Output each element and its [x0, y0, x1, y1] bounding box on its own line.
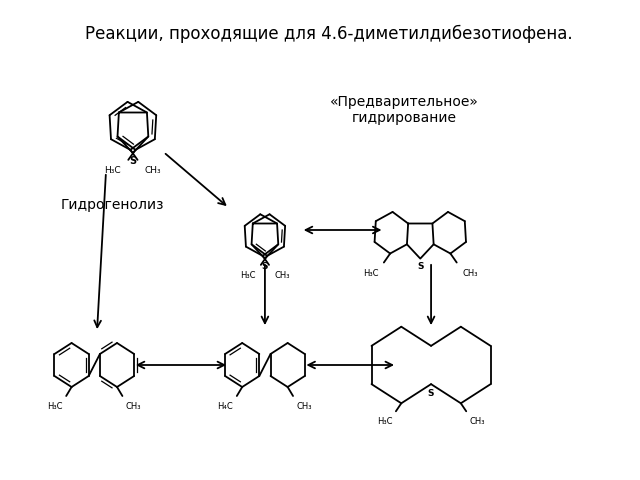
- Text: S: S: [129, 156, 136, 166]
- Text: S: S: [262, 262, 268, 271]
- Text: S: S: [417, 262, 424, 271]
- Text: H₃C: H₃C: [363, 268, 378, 277]
- Text: H₃C: H₃C: [240, 271, 255, 280]
- Text: S: S: [428, 389, 435, 398]
- Text: CH₃: CH₃: [462, 268, 477, 277]
- Text: «Предварительное»
гидрирование: «Предварительное» гидрирование: [330, 95, 479, 125]
- Text: CH₃: CH₃: [275, 271, 290, 280]
- Text: H₃C: H₃C: [104, 166, 121, 175]
- Text: CH₃: CH₃: [470, 417, 485, 426]
- Text: H₃C: H₃C: [377, 417, 392, 426]
- Text: H₃C: H₃C: [47, 402, 63, 411]
- Text: CH₃: CH₃: [126, 402, 141, 411]
- Text: H₄C: H₄C: [218, 402, 233, 411]
- Text: Реакции, проходящие для 4.6-диметилдибезотиофена.: Реакции, проходящие для 4.6-диметилдибез…: [85, 25, 573, 43]
- Text: CH₃: CH₃: [296, 402, 312, 411]
- Text: Гидрогенолиз: Гидрогенолиз: [61, 198, 164, 212]
- Text: CH₃: CH₃: [145, 166, 161, 175]
